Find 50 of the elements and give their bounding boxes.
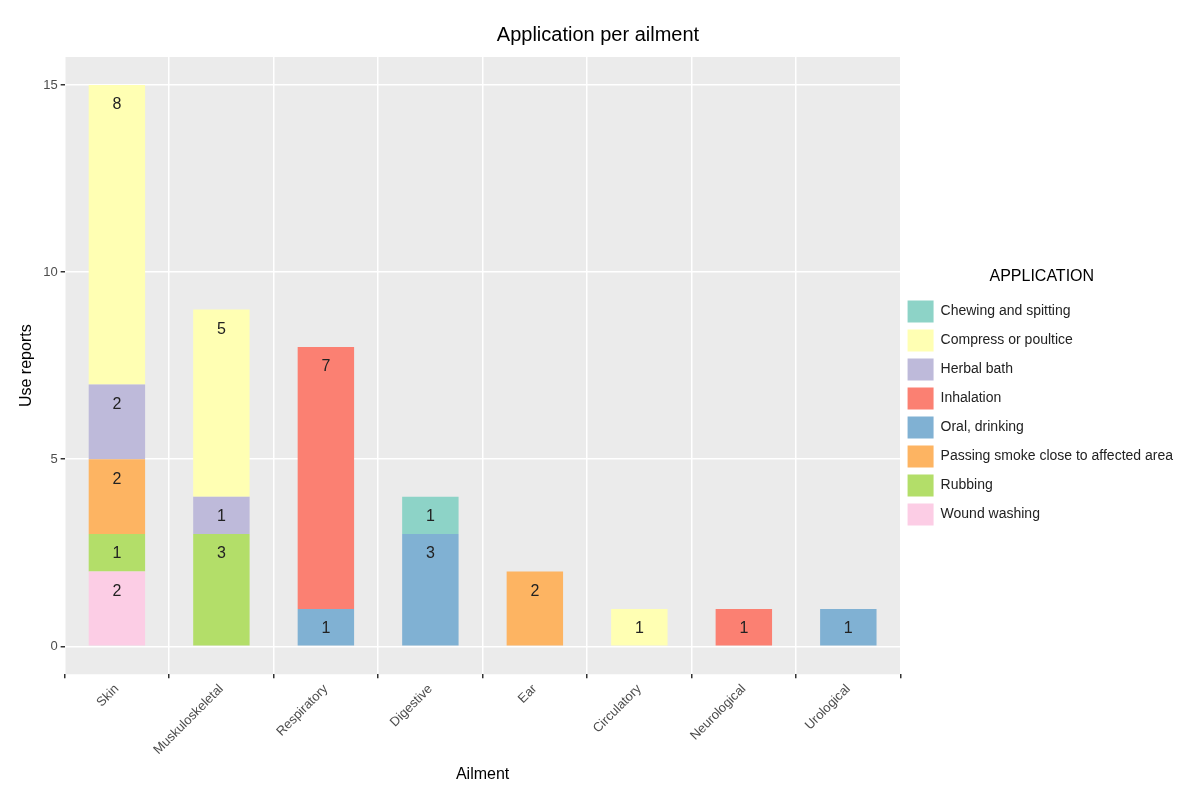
bar — [88, 459, 146, 535]
legend-label: Rubbing — [940, 476, 993, 493]
x-axis-title: Ailment — [455, 764, 510, 782]
y-tick-label: 10 — [43, 263, 58, 279]
legend-label: Oral, drinking — [940, 418, 1024, 435]
data-label: 1 — [739, 619, 749, 637]
data-label: 3 — [425, 544, 435, 562]
bar — [297, 608, 355, 646]
bar — [402, 496, 459, 535]
data-label: 2 — [530, 581, 540, 599]
data-label: 2 — [112, 469, 122, 487]
data-label: 3 — [216, 544, 226, 562]
data-label: 1 — [321, 619, 331, 637]
data-label: 7 — [321, 357, 331, 375]
bar — [88, 534, 146, 572]
x-tick-label: Ear — [514, 680, 540, 706]
legend-label: Compress or poultice — [940, 331, 1074, 348]
legend-label: Chewing and spitting — [940, 302, 1071, 319]
bar — [820, 608, 877, 646]
data-label: 5 — [216, 319, 226, 337]
bar — [193, 309, 250, 497]
bar — [88, 384, 146, 460]
legend-label: Passing smoke close to affected area — [940, 447, 1174, 464]
data-label: 1 — [216, 507, 226, 525]
legend-label: Inhalation — [940, 389, 1002, 406]
bar — [506, 571, 564, 646]
bar — [715, 608, 773, 646]
bar — [402, 534, 459, 646]
legend-label: Wound washing — [940, 505, 1040, 522]
chart-title: Application per ailment — [496, 22, 700, 45]
bar — [88, 85, 146, 385]
data-label: 8 — [112, 95, 122, 113]
y-tick-label: 0 — [50, 637, 58, 653]
bar — [193, 534, 250, 646]
legend-title: APPLICATION — [989, 266, 1095, 284]
x-tick-label: Skin — [93, 680, 122, 710]
data-label: 1 — [425, 507, 435, 525]
data-label: 2 — [112, 581, 122, 599]
legend-label: Herbal bath — [940, 360, 1013, 377]
y-axis-title: Use reports — [17, 324, 35, 408]
bar — [611, 608, 668, 646]
data-label: 1 — [843, 619, 853, 637]
bar — [88, 571, 146, 646]
data-label: 1 — [112, 544, 122, 562]
bar — [193, 496, 250, 535]
data-label: 1 — [634, 619, 644, 637]
data-label: 2 — [112, 394, 122, 412]
y-tick-label: 15 — [43, 76, 58, 92]
bar — [297, 346, 355, 609]
y-tick-label: 5 — [50, 450, 58, 466]
